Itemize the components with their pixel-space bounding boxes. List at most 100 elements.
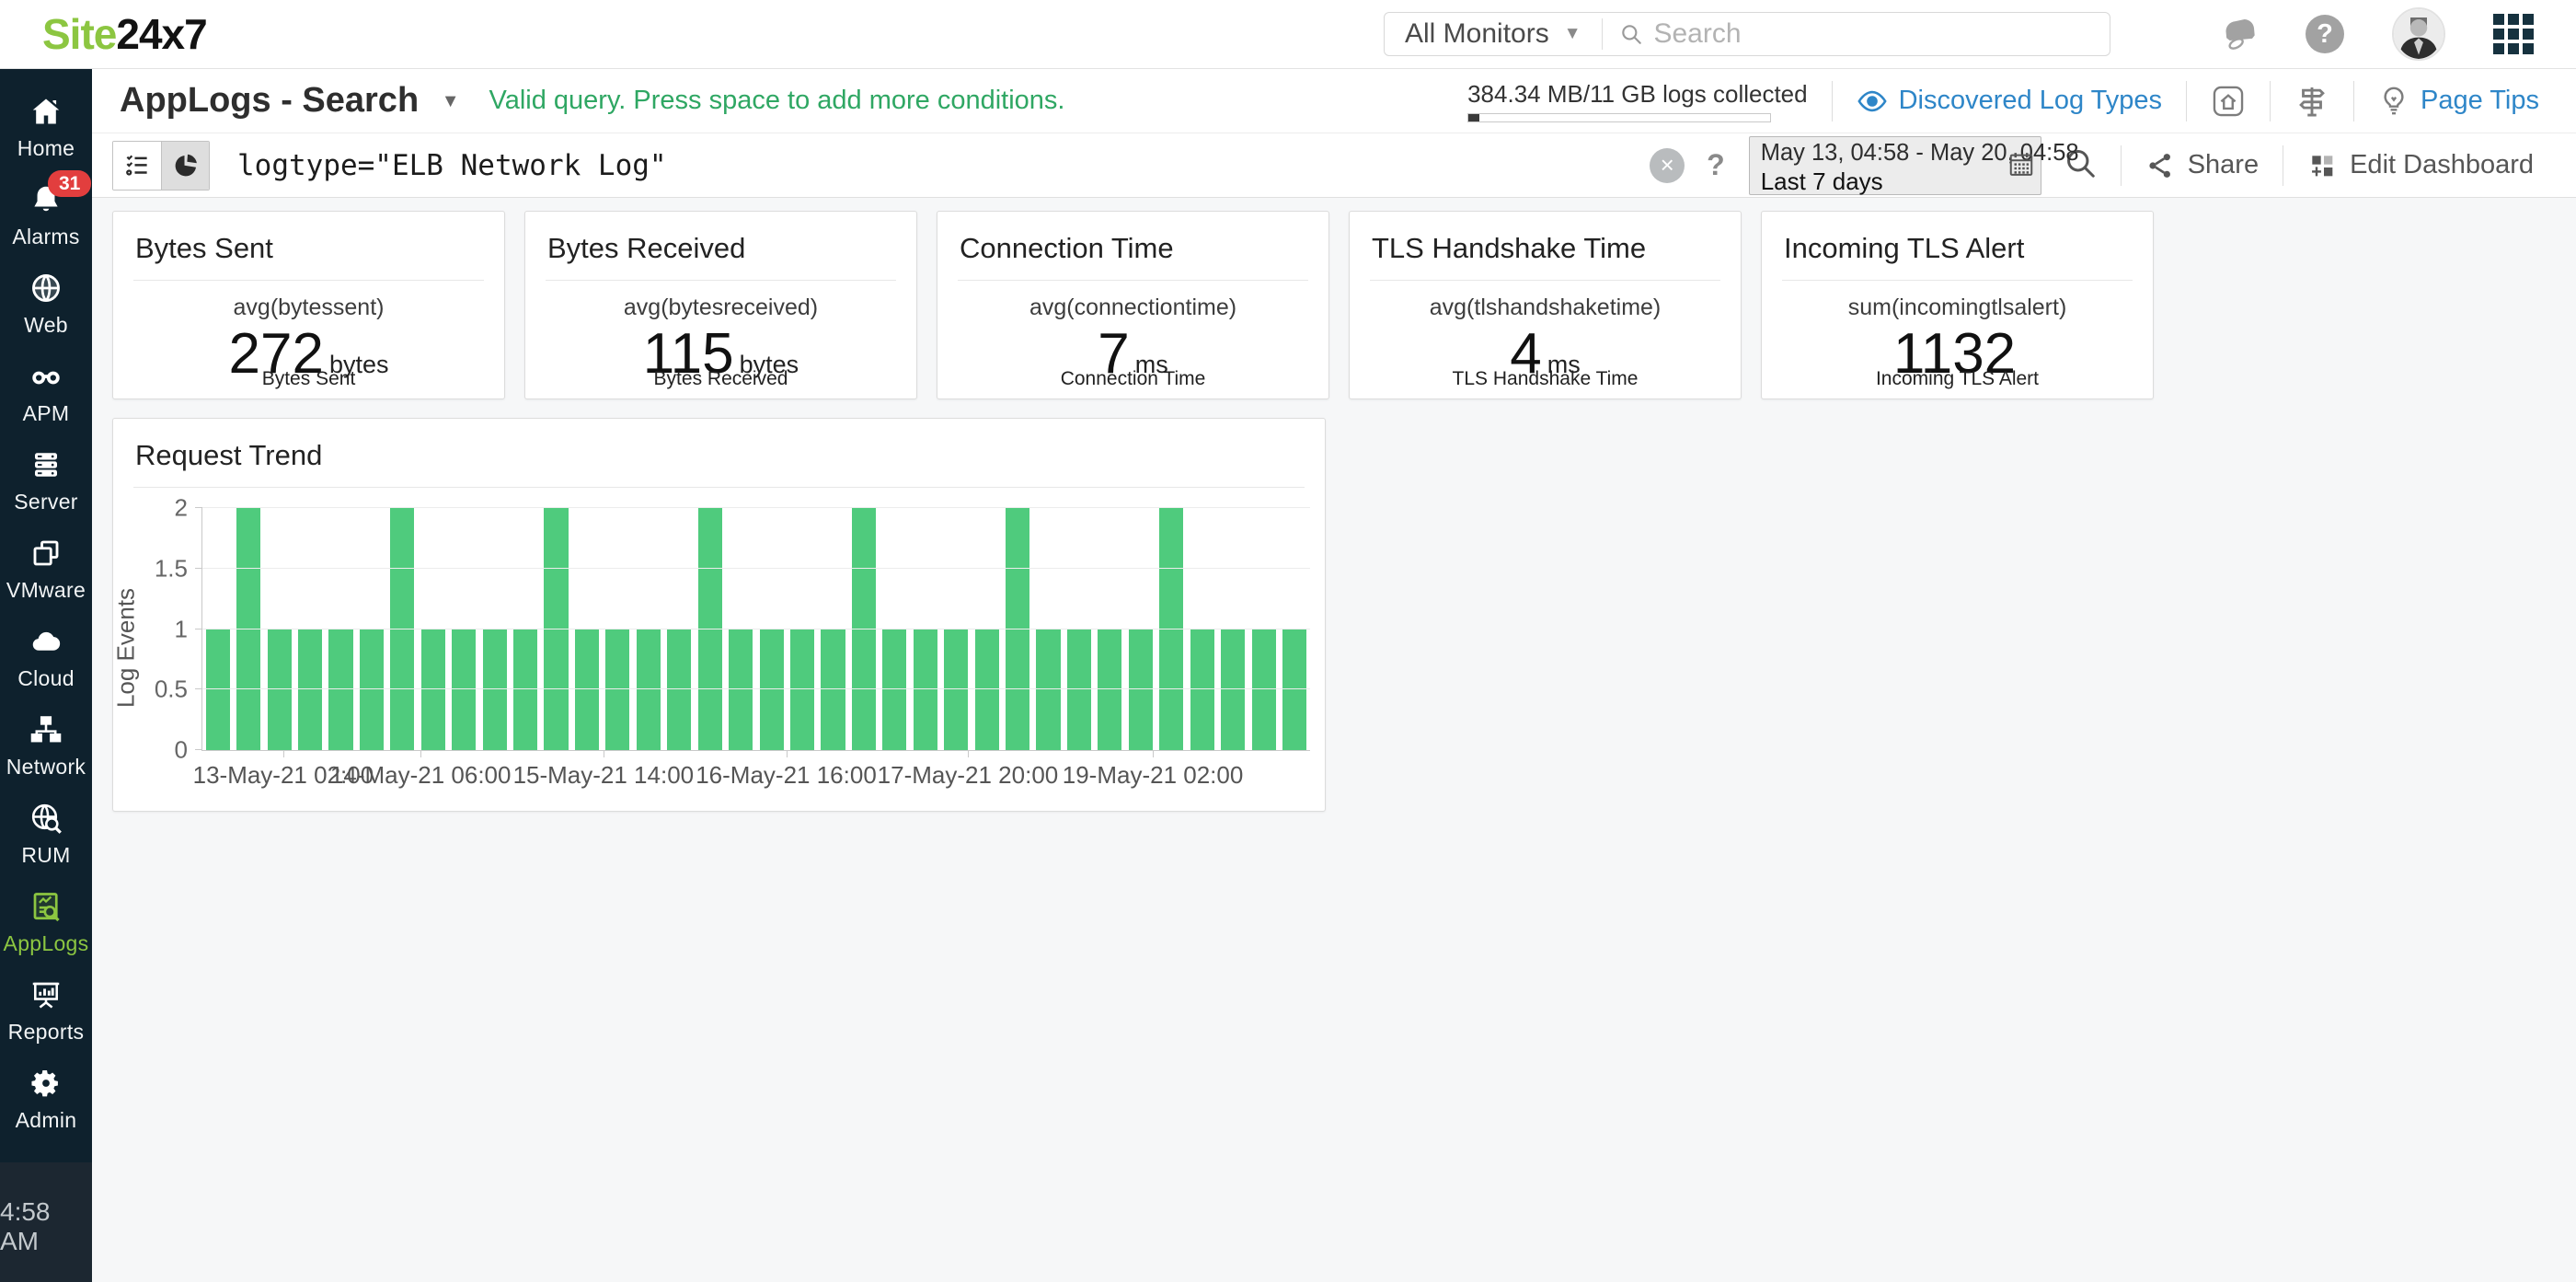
edit-dashboard-button[interactable]: Edit Dashboard <box>2307 150 2534 180</box>
query-input[interactable]: logtype="ELB Network Log" <box>237 148 667 182</box>
sidebar-item-apm[interactable]: APM <box>0 349 92 437</box>
clear-query-icon[interactable]: × <box>1650 147 1685 183</box>
bar[interactable] <box>636 629 661 750</box>
search-icon <box>1621 25 1641 44</box>
bar[interactable] <box>1128 629 1153 750</box>
bar[interactable] <box>267 629 292 750</box>
sidebar-item-label: Reports <box>7 1020 85 1044</box>
bar[interactable] <box>1251 629 1276 750</box>
metric-card: Bytes Received avg(bytesreceived) 115 byt… <box>524 211 917 399</box>
help-icon[interactable]: ? <box>2306 15 2344 53</box>
sidebar-item-alarms[interactable]: 31 Alarms <box>0 170 92 260</box>
metric-card-value: 272 <box>228 322 324 386</box>
page-title-dropdown[interactable]: AppLogs - Search ▼ <box>120 81 460 121</box>
metric-card-unit: bytes <box>328 351 389 378</box>
bar[interactable] <box>482 629 507 750</box>
bar[interactable] <box>452 629 477 750</box>
sidebar-item-label: Alarms <box>12 225 80 248</box>
calendar-icon <box>2009 152 2032 176</box>
signpost-icon[interactable] <box>2294 84 2329 119</box>
dashboard-home-icon[interactable] <box>2211 84 2246 119</box>
sidebar-item-home[interactable]: Home <box>0 84 92 172</box>
monitor-filter-value: All Monitors <box>1405 18 1549 49</box>
bar[interactable] <box>236 508 261 750</box>
metric-card-value: 1132 <box>1892 322 2017 386</box>
bar[interactable] <box>605 629 630 750</box>
bar[interactable] <box>1221 629 1246 750</box>
main-area: AppLogs - Search ▼ Valid query. Press sp… <box>92 69 2576 1282</box>
bar[interactable] <box>697 508 722 750</box>
bar[interactable] <box>205 629 230 750</box>
notifications-bell-icon[interactable] <box>2221 14 2258 55</box>
sidebar-item-server[interactable]: Server <box>0 437 92 526</box>
search-input[interactable] <box>1653 18 2093 50</box>
bar[interactable] <box>729 629 753 750</box>
user-avatar[interactable] <box>2392 7 2445 61</box>
topbar-icons: ? <box>2221 7 2534 61</box>
bar[interactable] <box>821 629 845 750</box>
bar[interactable] <box>1006 508 1030 750</box>
bar[interactable] <box>1159 508 1184 750</box>
list-view-toggle[interactable] <box>113 141 161 190</box>
bar[interactable] <box>974 629 999 750</box>
bar[interactable] <box>882 629 907 750</box>
date-range-picker[interactable]: May 13, 04:58 - May 20, 04:58 Last 7 day… <box>1748 135 2079 195</box>
query-bar-right: × ? May 13, 04:58 - May 20, 04:58 Last 7… <box>1650 135 2576 195</box>
discovered-log-types-link[interactable]: Discovered Log Types <box>1857 86 2162 117</box>
sidebar-item-label: Home <box>17 136 75 160</box>
bar[interactable] <box>328 629 353 750</box>
bar[interactable] <box>1066 629 1091 750</box>
metric-card-unit: ms <box>1547 351 1581 378</box>
page-tips-link[interactable]: Page Tips <box>2378 86 2539 117</box>
sidebar-item-cloud[interactable]: Cloud <box>0 614 92 702</box>
sidebar-item-network[interactable]: Network <box>0 702 92 791</box>
sidebar-item-vmware[interactable]: VMware <box>0 526 92 614</box>
metric-card-footer: Incoming TLS Alert <box>1875 368 2040 389</box>
apps-grid-icon[interactable] <box>2493 14 2534 54</box>
sidebar-item-rum[interactable]: RUM <box>0 791 92 879</box>
bar[interactable] <box>390 508 415 750</box>
bar[interactable] <box>851 508 876 750</box>
share-button[interactable]: Share <box>2145 150 2259 180</box>
bar[interactable] <box>574 629 599 750</box>
page-title: AppLogs - Search <box>120 81 420 120</box>
bar[interactable] <box>789 629 815 750</box>
monitor-filter-dropdown[interactable]: All Monitors ▼ <box>1385 13 1602 55</box>
metric-card-unit: bytes <box>739 351 799 378</box>
bar[interactable] <box>297 629 323 750</box>
query-help-icon[interactable]: ? <box>1707 148 1725 181</box>
metric-card-aggregation: avg(bytesreceived) <box>623 295 819 320</box>
date-range-value: May 13, 04:58 - May 20, 04:58 <box>1760 139 2079 166</box>
chevron-down-icon: ▼ <box>1563 24 1581 43</box>
run-search-icon[interactable] <box>2064 146 2097 184</box>
bar[interactable] <box>1282 629 1307 750</box>
site24x7-logo[interactable]: Site24x7 <box>42 9 208 59</box>
x-tick-label: 17-May-21 20:00 <box>877 761 1059 789</box>
bar[interactable] <box>420 629 445 750</box>
metric-card-title: Connection Time <box>960 232 1174 264</box>
bar[interactable] <box>544 508 569 750</box>
sidebar-item-admin[interactable]: Admin <box>0 1056 92 1144</box>
bar[interactable] <box>944 629 969 750</box>
chart-view-toggle[interactable] <box>161 141 209 190</box>
network-icon <box>29 713 63 746</box>
bar[interactable] <box>513 629 538 750</box>
bar[interactable] <box>359 629 384 750</box>
x-tick-label: 19-May-21 02:00 <box>1062 761 1244 789</box>
bar[interactable] <box>1036 629 1061 750</box>
sidebar-item-reports[interactable]: Reports <box>0 967 92 1056</box>
bar[interactable] <box>1190 629 1214 750</box>
logs-usage-progressbar <box>1467 112 1772 122</box>
metric-card: Bytes Sent avg(bytessent) 272 bytes Bytes… <box>112 211 505 399</box>
query-bar: logtype="ELB Network Log" × ? May 13, 04… <box>92 133 2576 198</box>
bar[interactable] <box>667 629 692 750</box>
sidebar-item-web[interactable]: Web <box>0 260 92 349</box>
bar[interactable] <box>759 629 784 750</box>
bar[interactable] <box>1098 629 1122 750</box>
chevron-down-icon: ▼ <box>441 91 460 112</box>
globe-icon <box>29 271 63 305</box>
metric-card: TLS Handshake Time avg(tlshandshaketime)… <box>1349 211 1742 399</box>
sidebar-item-applogs[interactable]: AppLogs <box>0 879 92 967</box>
bar[interactable] <box>913 629 937 750</box>
